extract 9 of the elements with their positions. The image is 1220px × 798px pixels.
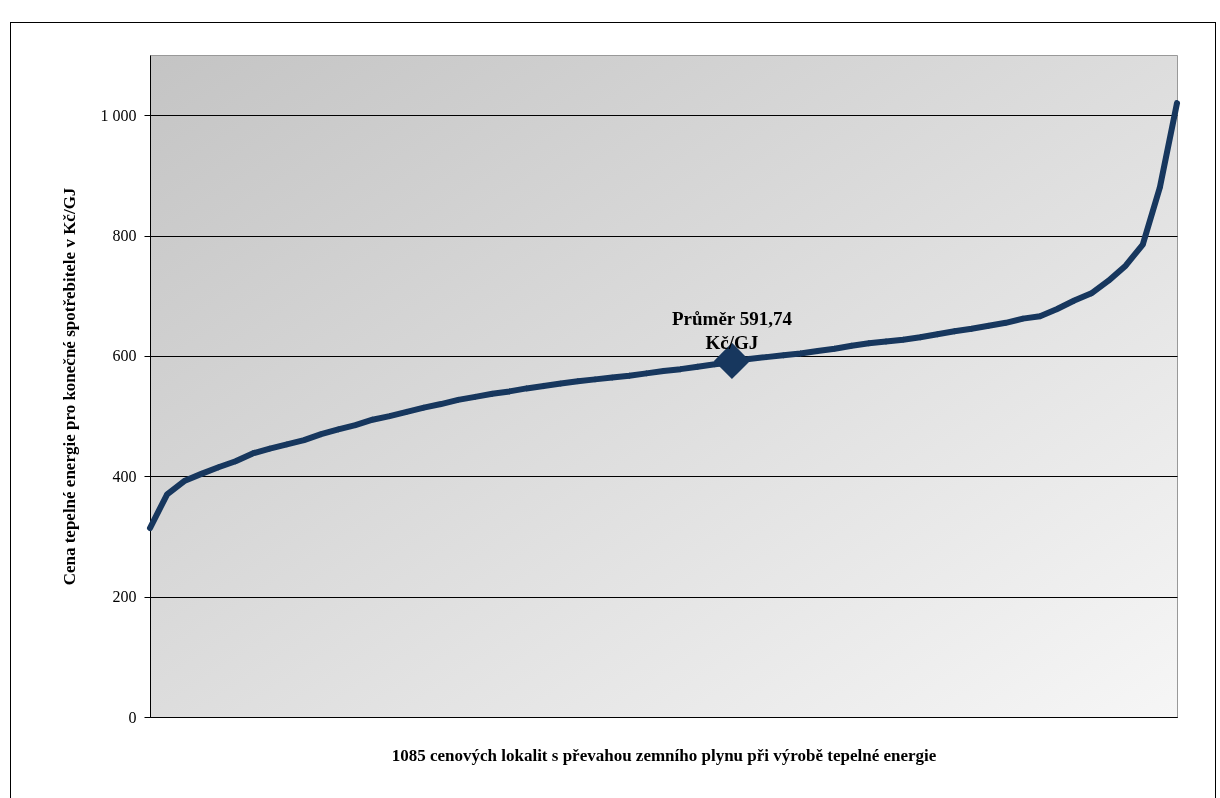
annotation: Průměr 591,74 Kč/GJ: [671, 307, 793, 353]
y-tick-label: 400: [112, 467, 137, 485]
y-tick-label: 800: [112, 227, 137, 245]
y-tick-label: 200: [112, 588, 137, 606]
y-tick-label: 1 000: [100, 106, 137, 124]
y-tick-label: 600: [112, 347, 137, 365]
x-axis-title: 1085 cenových lokalit s převahou zemního plynu při výrobě tepelné energie: [391, 745, 937, 765]
y-axis-title: Cena tepelné energie pro konečné spotřebitele v Kč/GJ: [59, 187, 79, 586]
y-tick-label: 0: [128, 708, 137, 726]
